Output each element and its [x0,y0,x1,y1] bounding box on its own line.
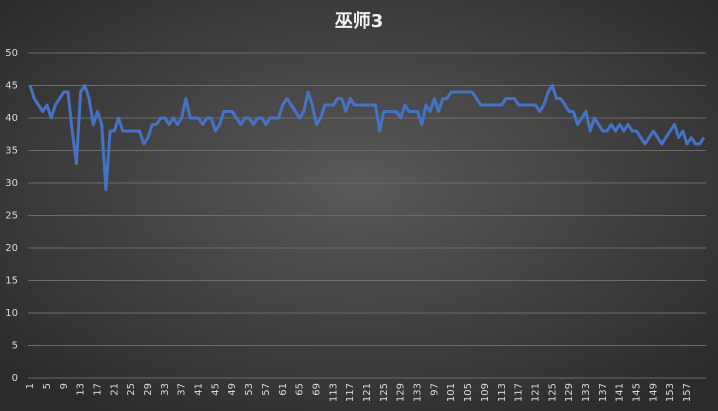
chart-title: 巫师3 [335,10,384,32]
y-tick-label: 35 [5,146,18,157]
x-tick-label: 129 [396,383,407,402]
x-tick-label: 49 [227,383,238,396]
x-tick-label: 33 [160,383,171,396]
x-tick-label: 45 [210,383,221,396]
y-tick-label: 25 [5,211,18,222]
x-tick-label: 101 [446,383,457,402]
x-tick-label: 65 [295,383,306,396]
x-tick-label: 157 [682,383,693,402]
y-tick-label: 5 [12,341,18,352]
x-tick-label: 109 [480,383,491,402]
x-tick-label: 153 [665,383,676,402]
x-tick-label: 129 [564,383,575,402]
x-tick-label: 21 [109,383,120,396]
x-tick-label: 37 [177,383,188,396]
x-tick-label: 25 [126,383,137,396]
x-tick-label: 137 [598,383,609,402]
x-tick-label: 13 [76,383,87,396]
x-tick-label: 61 [278,383,289,396]
x-tick-label: 121 [530,383,541,402]
x-tick-label: 117 [514,383,525,402]
x-tick-label: 69 [311,383,322,396]
data-line [28,84,706,191]
x-tick-label: 5 [42,383,53,389]
x-tick-label: 125 [547,383,558,402]
y-tick-label: 40 [5,113,18,124]
x-tick-label: 1 [25,383,36,389]
x-tick-label: 149 [648,383,659,402]
x-tick-label: 125 [379,383,390,402]
x-tick-label: 17 [92,383,103,396]
x-tick-label: 105 [463,383,474,402]
y-tick-label: 45 [5,81,18,92]
y-tick-label: 0 [12,373,18,384]
x-tick-label: 9 [59,383,70,389]
x-tick-label: 113 [328,383,339,402]
y-tick-label: 20 [5,243,18,254]
y-tick-label: 10 [5,308,18,319]
x-tick-label: 57 [261,383,272,396]
y-tick-label: 30 [5,178,18,189]
x-tick-label: 53 [244,383,255,396]
x-tick-label: 133 [581,383,592,402]
x-tick-label: 97 [429,383,440,396]
x-tick-label: 41 [194,383,205,396]
x-tick-label: 117 [345,383,356,402]
x-tick-label: 141 [615,383,626,402]
x-tick-label: 121 [362,383,373,402]
x-tick-label: 29 [143,383,154,396]
x-tick-label: 145 [632,383,643,402]
y-tick-label: 15 [5,276,18,287]
y-tick-label: 50 [5,48,18,59]
x-tick-label: 113 [497,383,508,402]
x-tick-label: 133 [413,383,424,402]
